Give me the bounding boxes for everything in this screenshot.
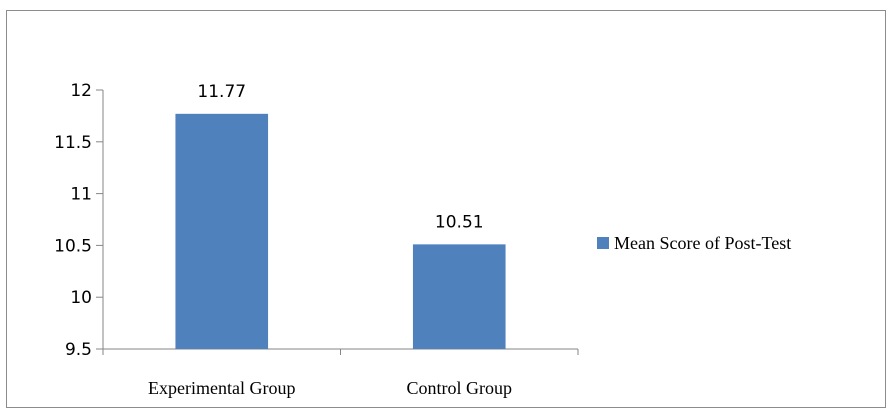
y-tick-label: 11.5 xyxy=(54,133,92,153)
y-tick-label: 10.5 xyxy=(54,236,92,256)
legend-swatch xyxy=(597,237,609,249)
y-tick-label: 10 xyxy=(70,288,92,308)
bar-experimental-group xyxy=(175,113,269,349)
x-axis-ticks xyxy=(102,349,579,355)
bar-control-group xyxy=(412,244,506,349)
legend-label: Mean Score of Post-Test xyxy=(614,233,791,253)
data-labels-group: 11.77 10.51 xyxy=(197,82,483,233)
y-tick-label: 11 xyxy=(70,185,92,205)
category-labels-group: Experimental Group Control Group xyxy=(148,378,512,398)
legend: Mean Score of Post-Test xyxy=(597,233,791,253)
category-label: Control Group xyxy=(407,378,513,398)
category-label: Experimental Group xyxy=(148,378,295,398)
y-axis-ticks: 9.5 10 10.5 11 11.5 12 xyxy=(54,81,103,360)
y-tick-label: 9.5 xyxy=(65,340,92,360)
bars-group xyxy=(175,113,506,349)
data-label: 10.51 xyxy=(435,212,484,232)
data-label: 11.77 xyxy=(197,82,246,102)
y-tick-label: 12 xyxy=(70,81,92,101)
